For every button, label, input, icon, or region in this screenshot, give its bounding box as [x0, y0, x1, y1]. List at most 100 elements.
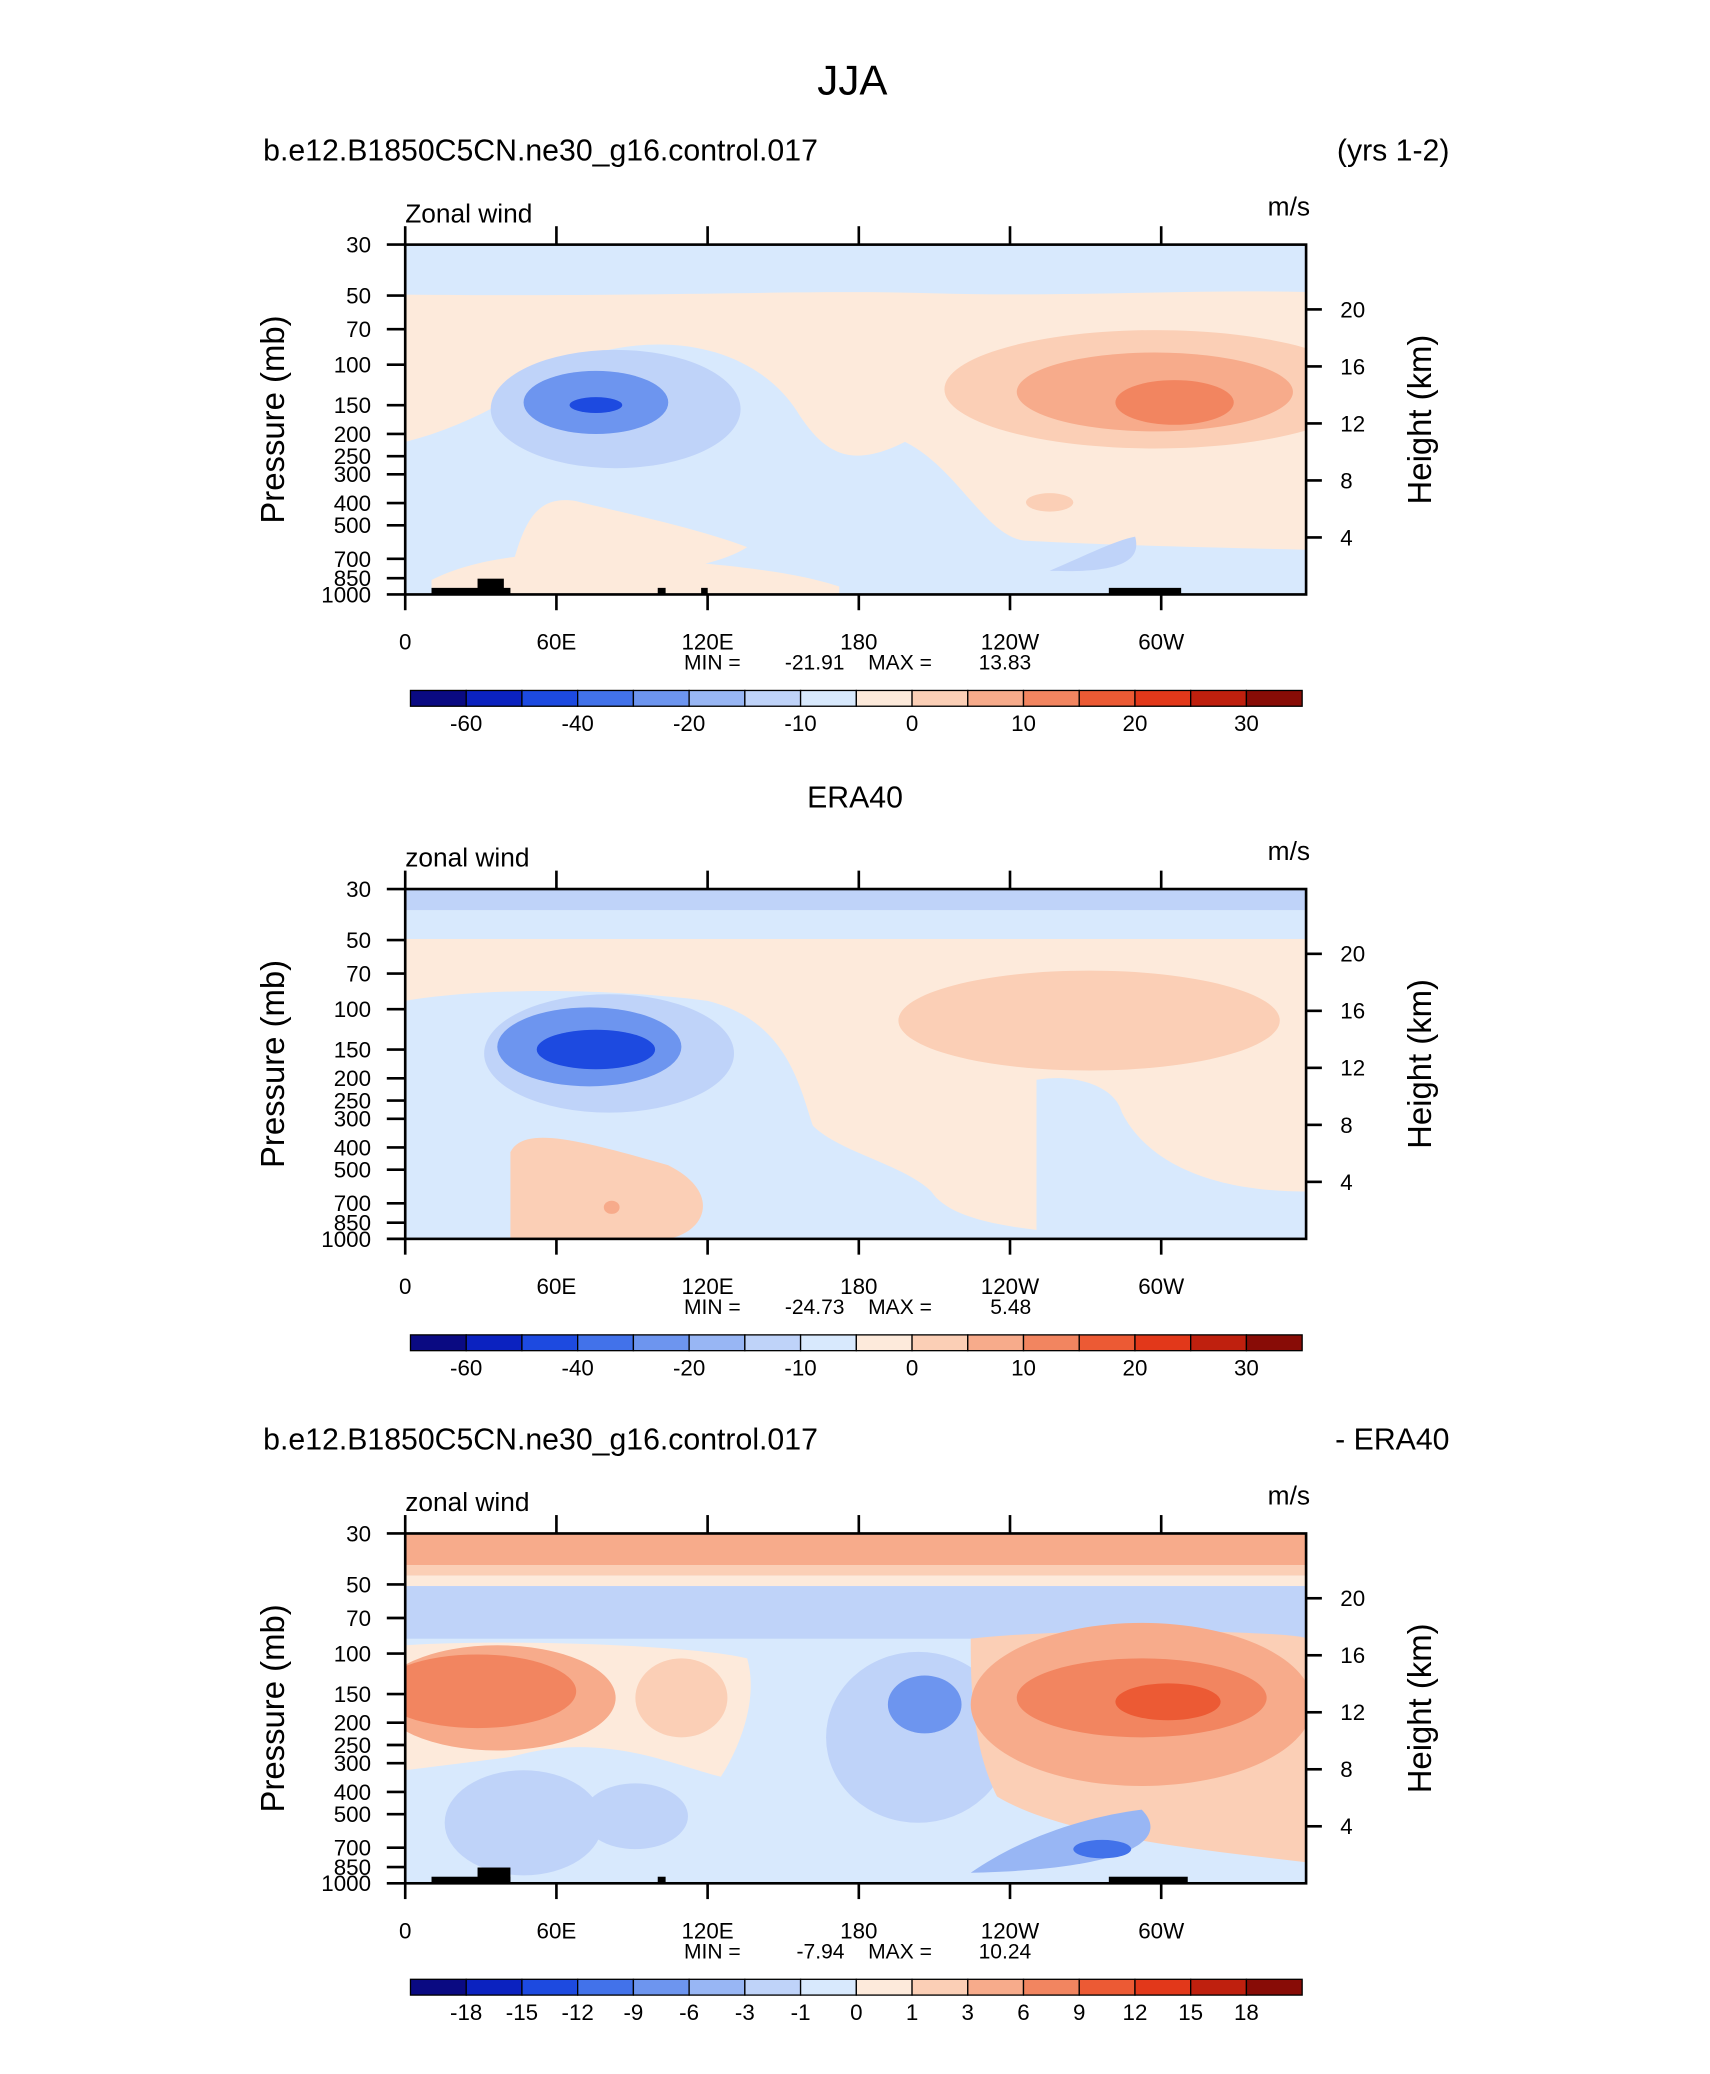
colorbar-box	[799, 1334, 857, 1352]
min-value: -21.91	[785, 651, 845, 674]
min-label: MIN =	[684, 1296, 741, 1319]
colorbar-box	[521, 1334, 579, 1352]
y2-tick-label: 4	[1340, 525, 1352, 550]
y-tick-label: 70	[346, 317, 371, 342]
colorbar-label: -15	[506, 2000, 538, 2025]
panel-title: ERA40	[807, 782, 903, 815]
colorbar-label: 0	[906, 1356, 918, 1381]
max-value: 13.83	[979, 651, 1032, 674]
right-string: m/s	[1268, 836, 1310, 866]
contour-field	[405, 244, 1307, 595]
y-tick-label: 70	[346, 1606, 371, 1631]
colorbar-label: 30	[1234, 711, 1259, 736]
colorbar-box	[632, 1978, 690, 1996]
y2-tick-label: 8	[1340, 1757, 1352, 1782]
colorbar-box	[967, 689, 1025, 707]
colorbar-box	[967, 1978, 1025, 1996]
colorbar-box	[1245, 689, 1303, 707]
y2-tick-label: 12	[1340, 411, 1365, 436]
colorbar-box	[632, 689, 690, 707]
colorbar-label: 1	[906, 2000, 918, 2025]
colorbar-label: 9	[1073, 2000, 1085, 2025]
colorbar-box	[521, 689, 579, 707]
colorbar-box	[1245, 1978, 1303, 1996]
left-string: Zonal wind	[405, 198, 532, 228]
colorbar-box	[577, 1978, 635, 1996]
colorbar-label: 12	[1123, 2000, 1148, 2025]
y-tick-label: 500	[334, 1158, 371, 1183]
colorbar-label: -1	[791, 2000, 811, 2025]
figure-title: JJA	[817, 57, 887, 104]
colorbar-box	[1078, 1334, 1136, 1352]
colorbar-box	[967, 1334, 1025, 1352]
y2-axis-title: Height (km)	[1401, 335, 1438, 505]
y-tick-label: 300	[334, 462, 371, 487]
colorbar-label: 20	[1123, 711, 1148, 736]
colorbar-box	[465, 689, 523, 707]
y-tick-label: 400	[334, 1135, 371, 1160]
colorbar-box	[1134, 1334, 1192, 1352]
x-tick-label: 60W	[1138, 1274, 1185, 1299]
y-tick-label: 150	[334, 1682, 371, 1707]
colorbar-label: 10	[1011, 1356, 1036, 1381]
x-tick-label: 60E	[537, 1274, 577, 1299]
y-tick-label: 250	[334, 1088, 371, 1113]
x-tick-label: 120W	[981, 1919, 1040, 1944]
min-value: -7.94	[797, 1940, 845, 1963]
x-tick-label: 120E	[682, 1274, 734, 1299]
x-tick-label: 0	[399, 1274, 411, 1299]
colorbar-label: -3	[735, 2000, 755, 2025]
x-tick-label: 60E	[537, 630, 577, 655]
colorbar-box	[1134, 689, 1192, 707]
colorbar-box	[911, 1978, 969, 1996]
y2-tick-label: 16	[1340, 999, 1365, 1024]
x-tick-label: 180	[840, 1274, 877, 1299]
y-tick-label: 850	[334, 566, 371, 591]
colorbar-box	[688, 1978, 746, 1996]
x-tick-label: 120W	[981, 630, 1040, 655]
colorbar-box	[1022, 1978, 1080, 1996]
y-tick-label: 700	[334, 1191, 371, 1216]
y-tick-label: 30	[346, 877, 371, 902]
colorbar-label: -20	[673, 711, 705, 736]
max-value: 10.24	[979, 1940, 1032, 1963]
colorbar-box	[632, 1334, 690, 1352]
contour-field	[405, 889, 1307, 1239]
colorbar-label: 18	[1234, 2000, 1259, 2025]
y-tick-label: 850	[334, 1855, 371, 1880]
x-tick-label: 180	[840, 1919, 877, 1944]
y2-axis-title: Height (km)	[1401, 979, 1438, 1149]
colorbar-box	[744, 1978, 802, 1996]
y-tick-label: 300	[334, 1751, 371, 1776]
y-tick-label: 70	[346, 961, 371, 986]
left-string: zonal wind	[405, 1487, 529, 1517]
x-tick-label: 120W	[981, 1274, 1040, 1299]
x-tick-label: 60W	[1138, 630, 1185, 655]
y-tick-label: 50	[346, 1572, 371, 1597]
y2-tick-label: 16	[1340, 354, 1365, 379]
colorbar-label: -9	[623, 2000, 643, 2025]
x-tick-label: 0	[399, 630, 411, 655]
colorbar-box	[688, 1334, 746, 1352]
colorbar-label: 20	[1123, 1356, 1148, 1381]
colorbar-box	[688, 689, 746, 707]
colorbar-box	[911, 1334, 969, 1352]
y2-tick-label: 20	[1340, 942, 1365, 967]
colorbar-box	[409, 1978, 467, 1996]
colorbar-box	[465, 1334, 523, 1352]
colorbar-box	[409, 1334, 467, 1352]
y-tick-label: 1000	[321, 582, 371, 607]
panel-title-left: b.e12.B1850C5CN.ne30_g16.control.017	[263, 1423, 818, 1456]
y2-tick-label: 20	[1340, 297, 1365, 322]
y-tick-label: 250	[334, 444, 371, 469]
colorbar-box	[911, 689, 969, 707]
y-tick-label: 100	[334, 1641, 371, 1666]
y-tick-label: 50	[346, 283, 371, 308]
y-tick-label: 400	[334, 491, 371, 516]
y-tick-label: 850	[334, 1211, 371, 1236]
y-tick-label: 100	[334, 353, 371, 378]
colorbar-box	[1078, 1978, 1136, 1996]
min-value: -24.73	[785, 1296, 845, 1319]
y-tick-label: 300	[334, 1107, 371, 1132]
